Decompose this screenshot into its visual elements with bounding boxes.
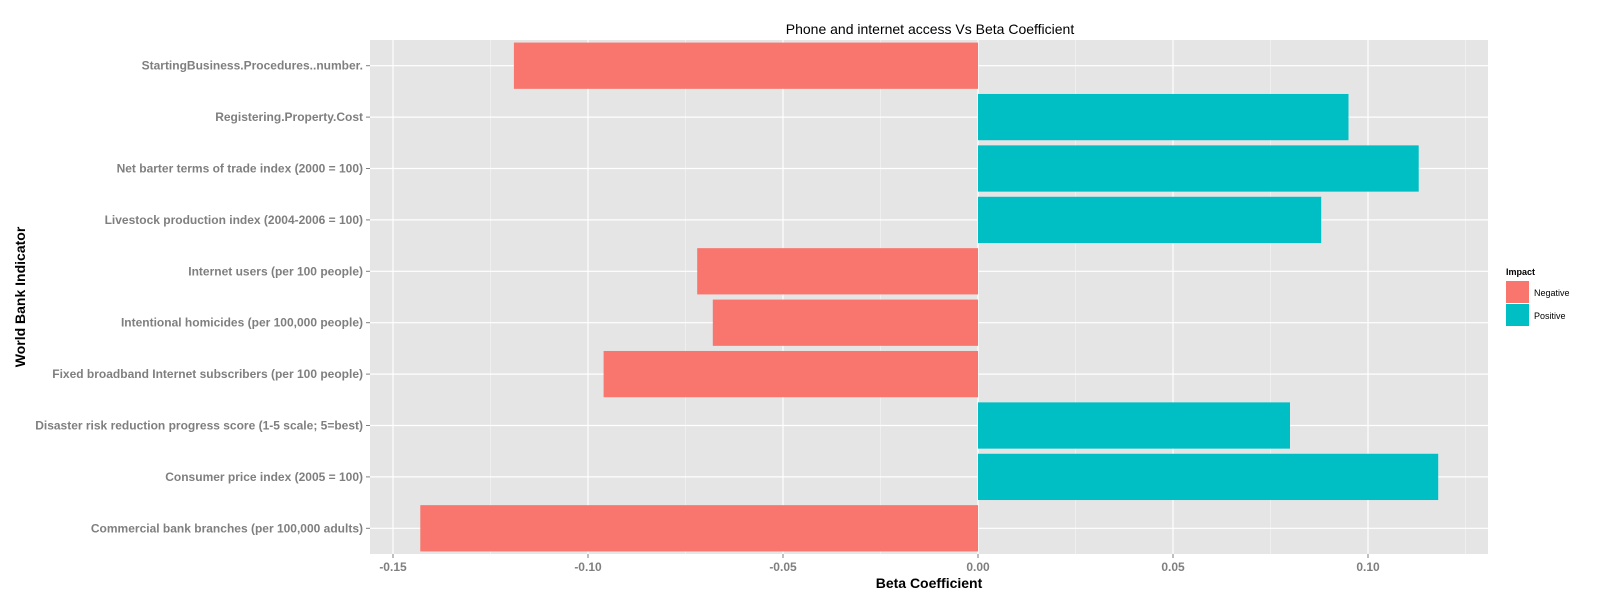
x-tick-label: 0.00 (966, 560, 990, 574)
bar (697, 248, 978, 295)
y-axis-title: World Bank Indicator (12, 226, 28, 367)
y-tick-label: Registering.Property.Cost (215, 110, 363, 124)
y-tick-label: Internet users (per 100 people) (188, 264, 363, 278)
bar (978, 402, 1290, 449)
bar (978, 453, 1439, 501)
x-axis-ticks: -0.15 -0.10 -0.05 0.00 0.05 0.10 (379, 554, 1380, 574)
legend-label-negative: Negative (1534, 288, 1570, 298)
bar (420, 505, 978, 552)
legend-title: Impact (1506, 267, 1535, 277)
y-tick-label: StartingBusiness.Procedures..number. (142, 59, 363, 73)
legend-swatch-positive (1506, 304, 1529, 326)
x-tick-label: -0.05 (769, 560, 797, 574)
y-tick-label: Intentional homicides (per 100,000 peopl… (121, 316, 363, 330)
x-tick-label: -0.10 (574, 560, 602, 574)
x-axis-title: Beta Coefficient (876, 575, 983, 591)
bar (712, 299, 978, 346)
legend-swatch-negative (1506, 281, 1529, 303)
x-tick-label: 0.05 (1161, 560, 1185, 574)
bar (978, 93, 1349, 141)
bar (603, 350, 978, 398)
bar (513, 42, 978, 89)
chart-title: Phone and internet access Vs Beta Coeffi… (786, 21, 1075, 37)
legend: Impact Negative Positive (1506, 267, 1570, 326)
y-tick-label: Consumer price index (2005 = 100) (165, 470, 363, 484)
y-tick-label: Fixed broadband Internet subscribers (pe… (52, 367, 363, 381)
bar (978, 196, 1322, 244)
x-tick-label: 0.10 (1356, 560, 1380, 574)
bars (420, 42, 1439, 552)
y-tick-label: Commercial bank branches (per 100,000 ad… (91, 521, 363, 535)
y-tick-label: Livestock production index (2004-2006 = … (105, 213, 363, 227)
y-tick-label: Net barter terms of trade index (2000 = … (117, 162, 363, 176)
y-axis-ticks: StartingBusiness.Procedures..number. Regi… (35, 59, 370, 535)
bar (978, 145, 1419, 192)
legend-label-positive: Positive (1534, 311, 1566, 321)
y-tick-label: Disaster risk reduction progress score (… (35, 419, 363, 433)
x-tick-label: -0.15 (379, 560, 407, 574)
